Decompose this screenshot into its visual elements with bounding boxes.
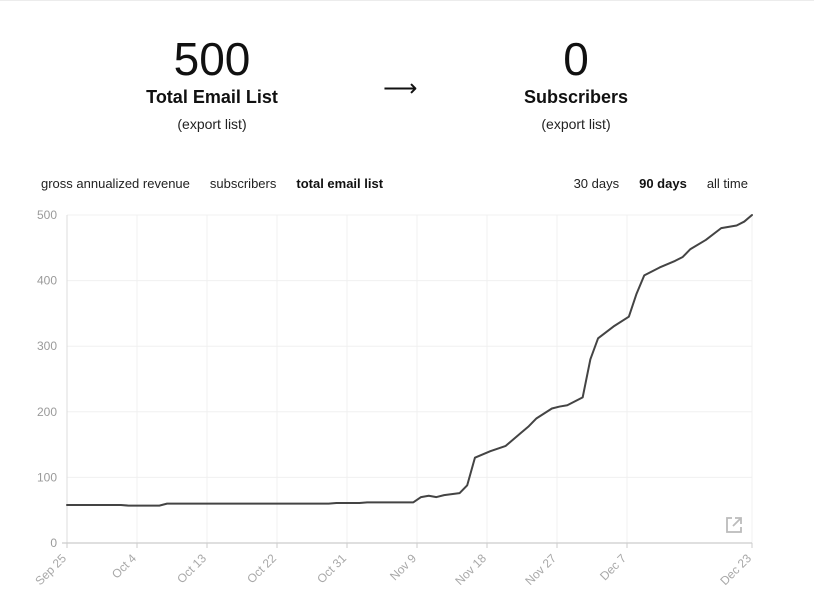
tab-gross-annualized-revenue[interactable]: gross annualized revenue — [41, 176, 190, 191]
chart-area: 0 100 200 300 400 500 Sep 25 Oct 4 Oct 13 Oct 22 O… — [0, 200, 814, 608]
y-tick-label: 300 — [37, 339, 57, 353]
y-tick-label: 500 — [37, 208, 57, 222]
metric-tabs: gross annualized revenue subscribers tot… — [41, 176, 403, 191]
tab-subscribers[interactable]: subscribers — [209, 176, 277, 191]
range-tabs: 30 days 90 days all time — [554, 176, 748, 191]
x-tick-label: Sep 25 — [32, 551, 69, 588]
y-tick-label: 400 — [37, 274, 57, 288]
y-tick-label: 200 — [37, 405, 57, 419]
x-tick-label: Nov 9 — [387, 551, 419, 583]
export-email-list-link[interactable]: (export list) — [177, 116, 247, 132]
x-tick-label: Oct 13 — [174, 551, 209, 586]
x-tick-label: Nov 27 — [522, 551, 559, 588]
line-chart: 0 100 200 300 400 500 Sep 25 Oct 4 Oct 13 Oct 22 O… — [32, 208, 754, 588]
tab-total-email-list[interactable]: total email list — [296, 176, 384, 191]
external-link-icon[interactable] — [724, 515, 744, 535]
subscribers-stat: 0 Subscribers (export list) — [456, 33, 696, 134]
subscribers-label: Subscribers — [523, 87, 629, 107]
top-divider — [0, 0, 814, 1]
x-tick-label: Nov 18 — [452, 551, 489, 588]
export-subscribers-link[interactable]: (export list) — [541, 116, 611, 132]
tab-all-time[interactable]: all time — [706, 176, 748, 191]
tab-30-days[interactable]: 30 days — [573, 176, 620, 191]
x-tick-label: Oct 22 — [244, 551, 279, 586]
total-email-list-count: 500 — [173, 33, 251, 85]
arrow-right-icon: ⟶ — [383, 74, 418, 102]
subscribers-count: 0 — [563, 33, 589, 85]
total-email-list-stat: 500 Total Email List (export list) — [92, 33, 332, 134]
y-tick-label: 0 — [50, 536, 57, 550]
y-tick-label: 100 — [37, 470, 57, 484]
total-email-list-label: Total Email List — [146, 87, 278, 107]
series-line — [66, 214, 753, 507]
x-tick-label: Oct 31 — [314, 551, 349, 586]
x-tick-label: Dec 23 — [717, 551, 754, 588]
tab-90-days[interactable]: 90 days — [639, 176, 687, 191]
x-tick-label: Oct 4 — [109, 551, 139, 581]
x-tick-label: Dec 7 — [597, 551, 629, 583]
